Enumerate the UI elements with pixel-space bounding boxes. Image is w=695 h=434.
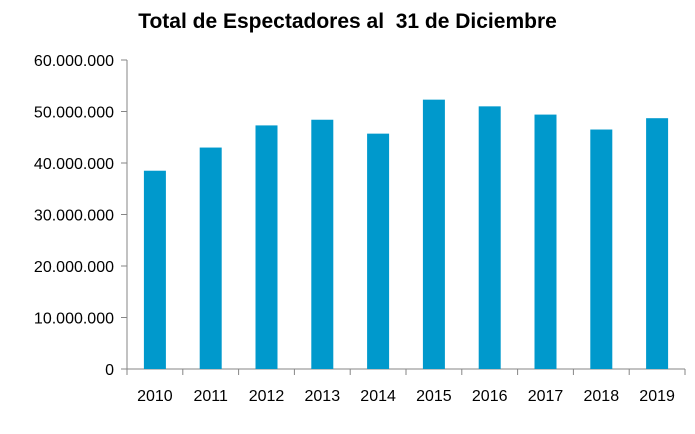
y-tick-label: 10.000.000 [34, 311, 114, 328]
x-tick-label: 2015 [416, 388, 452, 405]
x-tick-label: 2018 [584, 388, 620, 405]
bar-2012 [255, 125, 278, 369]
bar-2015 [422, 99, 445, 369]
y-tick-label: 20.000.000 [34, 259, 114, 276]
chart-title: Total de Espectadores al 31 de Diciembre [138, 10, 557, 33]
y-tick-label: 40.000.000 [34, 156, 114, 173]
x-tick-label: 2012 [249, 388, 285, 405]
y-tick-label: 60.000.000 [34, 53, 114, 70]
bar-2013 [311, 119, 334, 370]
x-tick-label: 2017 [528, 388, 564, 405]
bar-2017 [534, 114, 557, 369]
x-tick-label: 2013 [305, 388, 341, 405]
bar-2016 [478, 106, 501, 369]
x-tick-label: 2010 [137, 388, 173, 405]
bar-2014 [367, 133, 390, 369]
y-tick-label: 50.000.000 [34, 105, 114, 122]
bar-2019 [646, 118, 669, 369]
x-tick-label: 2019 [639, 388, 675, 405]
y-tick-label: 0 [105, 362, 114, 379]
x-tick-label: 2016 [472, 388, 508, 405]
x-tick-label: 2011 [193, 388, 228, 405]
bar-2018 [590, 129, 613, 369]
bar-2010 [143, 170, 166, 369]
x-tick-label: 2014 [360, 388, 396, 405]
bar-2011 [199, 147, 222, 369]
y-tick-label: 30.000.000 [34, 208, 114, 225]
